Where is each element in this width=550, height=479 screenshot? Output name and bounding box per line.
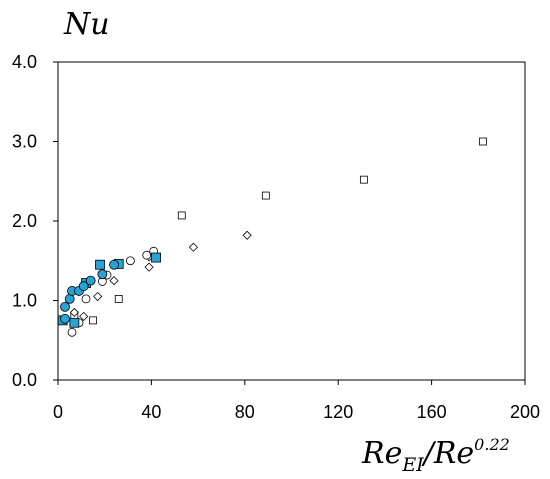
data-point-s3-1 <box>69 317 80 328</box>
x-axis-ticks: 0 40 80 120 160 200 <box>53 380 540 422</box>
data-point-s1-3 <box>109 276 119 286</box>
x-tick-label: 120 <box>323 402 353 422</box>
data-point-s1-0 <box>69 307 79 317</box>
data-point-s1-1 <box>79 311 89 321</box>
data-point-s3-5 <box>151 252 161 263</box>
data-point-s0-3 <box>177 211 186 220</box>
x-axis-label-superscript: 0.22 <box>474 435 510 454</box>
x-tick-label: 200 <box>510 402 540 422</box>
x-axis-label: ReEI/Re0.22 <box>361 435 510 476</box>
x-tick-label: 0 <box>53 402 63 422</box>
y-tick-label: 1.0 <box>12 291 37 311</box>
data-point-s4-0 <box>60 313 70 324</box>
x-axis-label-separator: / <box>421 436 437 471</box>
data-point-s2-5 <box>125 256 135 266</box>
data-point-s2-2 <box>81 294 91 304</box>
x-axis-label-subscript: EI <box>401 454 424 476</box>
y-tick-label: 2.0 <box>12 211 37 231</box>
data-point-s4-7 <box>97 269 108 280</box>
y-axis-label: Nu <box>63 7 110 42</box>
data-point-s1-6 <box>188 242 198 252</box>
data-point-s1-7 <box>242 230 252 240</box>
data-point-s4-8 <box>109 259 119 270</box>
data-point-s0-5 <box>359 175 368 184</box>
data-point-s0-4 <box>261 191 270 200</box>
data-point-s4-5 <box>78 281 89 292</box>
y-tick-label: 3.0 <box>12 132 37 152</box>
y-tick-label: 0.0 <box>12 370 37 390</box>
plot-area-frame <box>57 61 526 381</box>
data-point-s2-0 <box>67 327 77 337</box>
y-tick-label: 4.0 <box>12 52 37 72</box>
x-axis-label-base: Re <box>361 436 402 471</box>
data-point-s1-2 <box>93 291 103 302</box>
data-point-s0-6 <box>479 137 487 146</box>
x-tick-label: 80 <box>235 402 255 422</box>
y-axis-ticks: 0.0 1.0 2.0 3.0 4.0 <box>12 52 58 390</box>
data-points <box>57 137 487 337</box>
data-point-s4-6 <box>85 275 96 286</box>
data-point-s1-4 <box>144 262 154 272</box>
x-tick-label: 160 <box>417 402 447 422</box>
x-tick-label: 40 <box>141 402 161 422</box>
x-axis-label-base2: Re <box>433 436 474 471</box>
data-point-s4-1 <box>60 301 70 312</box>
data-point-s0-2 <box>114 295 123 303</box>
data-point-s2-6 <box>142 250 152 260</box>
data-point-s0-1 <box>89 316 97 325</box>
data-point-s3-3 <box>95 259 105 270</box>
